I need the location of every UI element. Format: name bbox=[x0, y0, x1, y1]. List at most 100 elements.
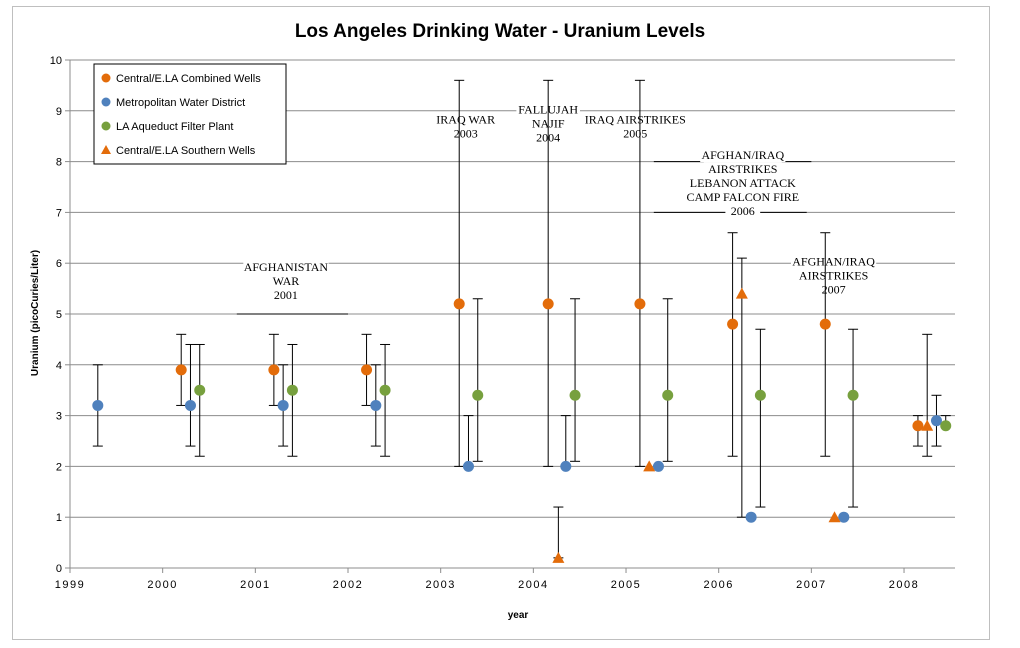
y-tick-label-5: 5 bbox=[56, 309, 62, 321]
annotation-text-0-0: AFGHANISTAN bbox=[244, 260, 329, 274]
annotation-bg-4-0 bbox=[700, 148, 786, 163]
annotation-bg-5-1 bbox=[794, 268, 873, 283]
point-0-7 bbox=[819, 318, 831, 330]
x-tick-label-2006: 2006 bbox=[703, 579, 733, 591]
x-tick-label-2002: 2002 bbox=[333, 579, 363, 591]
legend-label-3: Central/E.LA Southern Wells bbox=[116, 145, 256, 157]
annotation-text-3-0: IRAQ AIRSTRIKES bbox=[585, 113, 686, 127]
point-1-8 bbox=[838, 511, 850, 523]
legend-label-0: Central/E.LA Combined Wells bbox=[116, 73, 261, 85]
y-tick-label-6: 6 bbox=[56, 258, 62, 270]
y-tick-label-0: 0 bbox=[56, 563, 62, 575]
point-0-4 bbox=[542, 298, 554, 310]
y-tick-label-8: 8 bbox=[56, 157, 62, 169]
y-tick-label-7: 7 bbox=[56, 207, 62, 219]
x-tick-label-2001: 2001 bbox=[240, 579, 270, 591]
point-2-8 bbox=[940, 420, 952, 432]
legend-box bbox=[93, 63, 287, 165]
axes: 0 1 2 3 4 5 6 7 8 9 10 1999 2000 2001 2002 2003 2004 2005… bbox=[50, 55, 955, 591]
point-1-6 bbox=[652, 460, 664, 472]
point-0-0 bbox=[175, 364, 187, 376]
point-2-7 bbox=[847, 389, 859, 401]
legend-label-1: Metropolitan Water District bbox=[116, 97, 245, 109]
annotation-bg-5-0 bbox=[791, 254, 877, 269]
chart-title: Los Angeles Drinking Water - Uranium Lev… bbox=[295, 21, 705, 42]
annotation-text-4-4: 2006 bbox=[731, 204, 755, 218]
annotation-bg-1-1 bbox=[448, 126, 484, 141]
point-2-1 bbox=[286, 384, 298, 396]
annotation-text-5-0: AFGHAN/IRAQ bbox=[792, 255, 875, 269]
point-0-6 bbox=[727, 318, 739, 330]
annotation-text-0-1: WAR bbox=[273, 274, 300, 288]
x-tick-label-2000: 2000 bbox=[147, 579, 177, 591]
x-tick-label-2005: 2005 bbox=[611, 579, 641, 591]
legend: Central/E.LA Combined Wells Metropolitan … bbox=[93, 63, 287, 165]
point-0-8 bbox=[912, 420, 924, 432]
annotation-bg-0-0 bbox=[243, 259, 329, 274]
annotation-bg-3-1 bbox=[617, 126, 653, 141]
annotation-bg-0-2 bbox=[268, 287, 304, 302]
annotation-text-5-1: AIRSTRIKES bbox=[799, 269, 868, 283]
annotation-bg-1-0 bbox=[433, 112, 498, 127]
point-1-3 bbox=[370, 399, 382, 411]
x-tick-label-2004: 2004 bbox=[518, 579, 548, 591]
annotation-text-3-1: 2005 bbox=[623, 127, 647, 141]
point-2-3 bbox=[472, 389, 484, 401]
point-2-0 bbox=[194, 384, 206, 396]
y-tick-label-9: 9 bbox=[56, 106, 62, 118]
point-0-5 bbox=[634, 298, 646, 310]
point-1-1 bbox=[184, 399, 196, 411]
point-2-6 bbox=[754, 389, 766, 401]
legend-marker-1 bbox=[101, 97, 111, 107]
point-3-0 bbox=[552, 551, 565, 563]
point-3-3 bbox=[828, 511, 841, 523]
y-tick-label-3: 3 bbox=[56, 411, 62, 423]
annotation-text-4-0: AFGHAN/IRAQ bbox=[701, 148, 784, 162]
data-marks bbox=[92, 79, 952, 563]
x-axis-label: year bbox=[508, 610, 529, 621]
point-3-1 bbox=[643, 460, 656, 472]
point-1-9 bbox=[930, 415, 942, 427]
y-tick-label-10: 10 bbox=[50, 55, 62, 67]
annotation-bg-4-2 bbox=[689, 176, 797, 191]
point-1-0 bbox=[92, 399, 104, 411]
annotation-text-0-2: 2001 bbox=[274, 288, 298, 302]
annotation-bg-0-1 bbox=[272, 273, 300, 288]
point-1-5 bbox=[560, 460, 572, 472]
point-0-1 bbox=[268, 364, 280, 376]
point-2-2 bbox=[379, 384, 391, 396]
x-tick-label-2008: 2008 bbox=[889, 579, 919, 591]
annotation-text-4-1: AIRSTRIKES bbox=[708, 162, 777, 176]
annotation-bg-4-4 bbox=[725, 204, 761, 219]
y-tick-label-2: 2 bbox=[56, 461, 62, 473]
point-1-4 bbox=[462, 460, 474, 472]
x-tick-label-2003: 2003 bbox=[425, 579, 455, 591]
point-2-5 bbox=[662, 389, 674, 401]
y-tick-label-1: 1 bbox=[56, 512, 62, 524]
annotation-text-4-2: LEBANON ATTACK bbox=[690, 176, 796, 190]
annotation-text-5-2: 2007 bbox=[822, 283, 846, 297]
x-tick-label-1999: 1999 bbox=[55, 579, 85, 591]
legend-marker-2 bbox=[101, 121, 111, 131]
annotation-bg-4-1 bbox=[703, 162, 782, 177]
annotation-text-1-1: 2003 bbox=[454, 127, 478, 141]
legend-label-2: LA Aqueduct Filter Plant bbox=[116, 121, 233, 133]
legend-marker-3 bbox=[101, 145, 111, 154]
point-0-3 bbox=[453, 298, 465, 310]
annotation-text-1-0: IRAQ WAR bbox=[436, 113, 495, 127]
annotation-bg-3-0 bbox=[578, 112, 693, 127]
point-2-4 bbox=[569, 389, 581, 401]
annotation-text-4-3: CAMP FALCON FIRE bbox=[686, 190, 799, 204]
point-1-7 bbox=[745, 511, 757, 523]
y-tick-label-4: 4 bbox=[56, 360, 62, 372]
y-axis-label: Uranium (picoCuries/Liter) bbox=[30, 250, 41, 376]
point-3-4 bbox=[921, 419, 934, 431]
annotation-bg-4-3 bbox=[682, 190, 804, 205]
point-3-2 bbox=[735, 287, 748, 299]
point-0-2 bbox=[361, 364, 373, 376]
x-tick-label-2007: 2007 bbox=[796, 579, 826, 591]
point-1-2 bbox=[277, 399, 289, 411]
legend-marker-0 bbox=[101, 73, 111, 83]
